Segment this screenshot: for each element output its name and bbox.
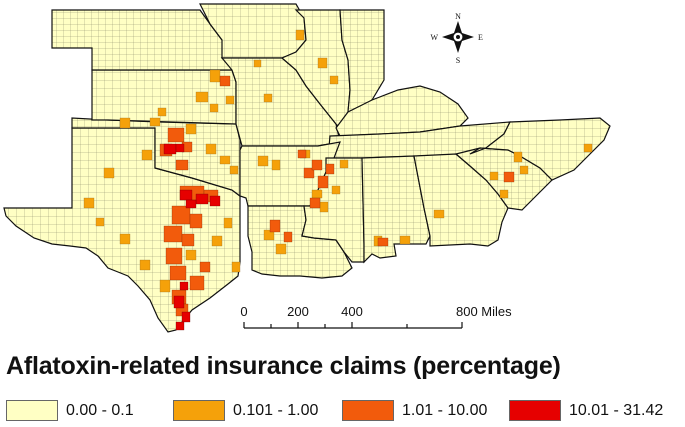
legend-label: 0.00 - 0.1 — [66, 402, 134, 419]
compass-north-label: N — [455, 12, 461, 21]
compass-east-label: E — [478, 33, 483, 42]
legend-label: 0.101 - 1.00 — [233, 402, 319, 419]
compass-west-label: W — [430, 33, 438, 42]
legend-swatch — [342, 400, 394, 421]
scale-tick-label: 400 — [341, 304, 363, 319]
legend-swatch — [509, 400, 561, 421]
scale-tick-label: 0 — [240, 304, 247, 319]
county-class-101-10 — [159, 75, 515, 317]
choropleth-map: N S E W 0 200 400 800 Miles — [3, 3, 611, 333]
legend: 0.00 - 0.1 0.101 - 1.00 1.01 - 10.00 10.… — [6, 399, 685, 423]
legend-label: 10.01 - 31.42 — [569, 402, 664, 419]
scale-tick-label: 200 — [287, 304, 309, 319]
legend-swatch — [6, 400, 58, 421]
region-nebraska — [51, 9, 234, 71]
scale-bar — [243, 322, 463, 329]
county-class-1001-3142 — [163, 143, 221, 331]
legend-swatch — [173, 400, 225, 421]
legend-label: 1.01 - 10.00 — [402, 402, 488, 419]
compass-rose-icon: N S E W — [430, 12, 483, 65]
compass-south-label: S — [456, 56, 460, 65]
scale-tick-label: 800 Miles — [456, 304, 512, 319]
legend-title: Aflatoxin-related insurance claims (perc… — [6, 352, 561, 380]
